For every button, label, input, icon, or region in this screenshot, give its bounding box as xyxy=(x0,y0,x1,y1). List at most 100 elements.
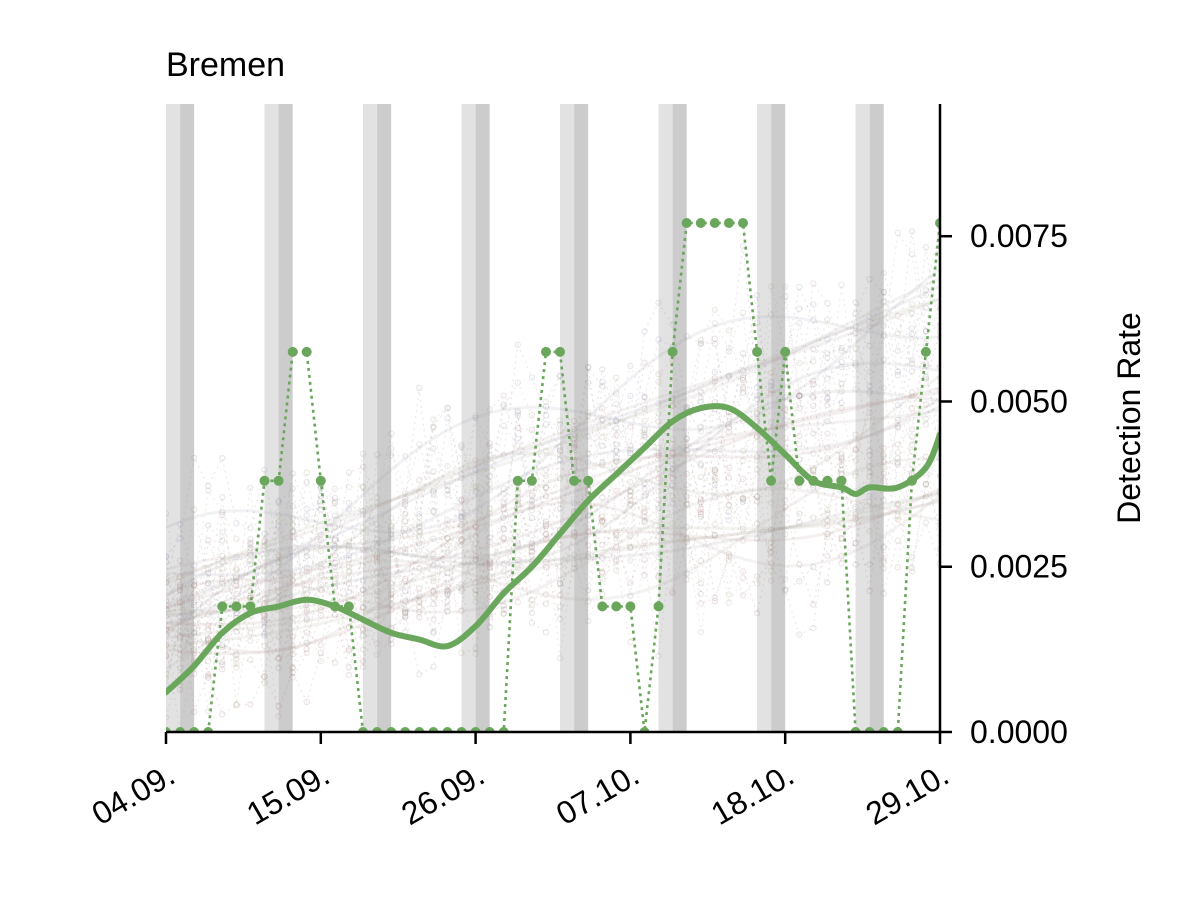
background-point xyxy=(908,357,916,364)
background-point xyxy=(303,608,310,616)
background-point xyxy=(373,596,381,604)
background-point xyxy=(669,520,676,527)
background-point xyxy=(331,578,339,585)
background-point xyxy=(880,590,887,597)
background-point xyxy=(782,404,789,412)
background-point xyxy=(767,489,775,496)
background-point xyxy=(585,598,592,605)
background-point xyxy=(627,362,634,370)
background-point xyxy=(585,379,592,387)
x-tick-label: 07.10. xyxy=(550,756,645,832)
background-point xyxy=(880,322,887,329)
detection-rate-point xyxy=(315,475,326,486)
background-point xyxy=(627,449,634,457)
background-point xyxy=(810,467,817,474)
background-point xyxy=(472,587,479,594)
background-point xyxy=(711,494,719,501)
background-point xyxy=(838,457,845,465)
detection-rate-point xyxy=(231,601,242,612)
background-point xyxy=(810,301,817,308)
background-point xyxy=(767,428,775,435)
background-point xyxy=(514,540,522,547)
background-point xyxy=(866,527,873,535)
detection-rate-point xyxy=(526,475,537,486)
background-point xyxy=(247,629,254,636)
background-point xyxy=(458,562,465,569)
background-point xyxy=(275,633,282,640)
background-point xyxy=(345,556,353,563)
background-point xyxy=(430,600,437,608)
background-point xyxy=(486,440,493,447)
background-point xyxy=(500,403,507,410)
background-point xyxy=(697,340,705,348)
background-point xyxy=(528,426,536,434)
background-point xyxy=(514,486,522,493)
background-point xyxy=(444,486,451,494)
background-point xyxy=(388,546,395,553)
background-point xyxy=(922,291,930,299)
background-point xyxy=(402,608,409,616)
background-point xyxy=(824,354,831,361)
background-point xyxy=(303,649,310,657)
background-point xyxy=(697,428,705,435)
background-point xyxy=(275,654,282,662)
background-point xyxy=(542,591,550,598)
background-point xyxy=(388,527,395,534)
background-point xyxy=(669,590,676,597)
background-point xyxy=(402,587,409,595)
background-point xyxy=(711,378,719,385)
background-point xyxy=(655,299,662,307)
background-point xyxy=(697,462,705,469)
background-point xyxy=(317,502,324,509)
background-point xyxy=(388,530,395,538)
background-point xyxy=(796,392,803,400)
background-point xyxy=(852,503,859,510)
background-point xyxy=(458,497,465,504)
background-point xyxy=(166,631,170,638)
background-point xyxy=(922,480,930,487)
background-point xyxy=(908,310,916,317)
background-point xyxy=(500,610,507,617)
background-point xyxy=(166,602,170,609)
background-point xyxy=(894,500,902,507)
background-point xyxy=(303,629,310,636)
background-point xyxy=(261,530,268,538)
background-point xyxy=(261,623,268,631)
background-dotted-trace xyxy=(166,325,940,676)
background-point xyxy=(697,511,705,518)
background-point xyxy=(275,655,282,662)
background-point xyxy=(303,617,310,624)
background-point xyxy=(697,579,705,587)
background-point xyxy=(556,563,564,570)
background-point xyxy=(810,393,817,400)
background-point xyxy=(528,503,536,510)
background-point xyxy=(261,614,268,621)
background-point xyxy=(739,498,747,505)
background-dotted-trace xyxy=(166,460,940,679)
background-point xyxy=(627,532,634,539)
background-point xyxy=(753,292,761,299)
background-point xyxy=(824,517,831,524)
background-point xyxy=(317,537,324,544)
background-point xyxy=(472,523,479,530)
background-point xyxy=(894,422,902,430)
background-point xyxy=(585,528,592,536)
background-point xyxy=(880,497,887,504)
background-point xyxy=(655,371,662,378)
background-point xyxy=(430,423,437,430)
background-point xyxy=(444,541,451,549)
background-point xyxy=(936,489,940,496)
background-point xyxy=(894,564,902,571)
background-point xyxy=(289,664,296,671)
background-point xyxy=(669,492,676,500)
background-point xyxy=(233,553,240,561)
background-dotted-trace xyxy=(166,446,940,718)
background-point xyxy=(542,466,550,473)
background-point xyxy=(655,496,662,503)
background-point xyxy=(247,541,254,548)
background-point xyxy=(416,532,423,540)
background-point xyxy=(359,511,367,518)
background-point xyxy=(782,503,789,510)
background-point xyxy=(599,517,606,524)
background-point xyxy=(233,535,240,543)
